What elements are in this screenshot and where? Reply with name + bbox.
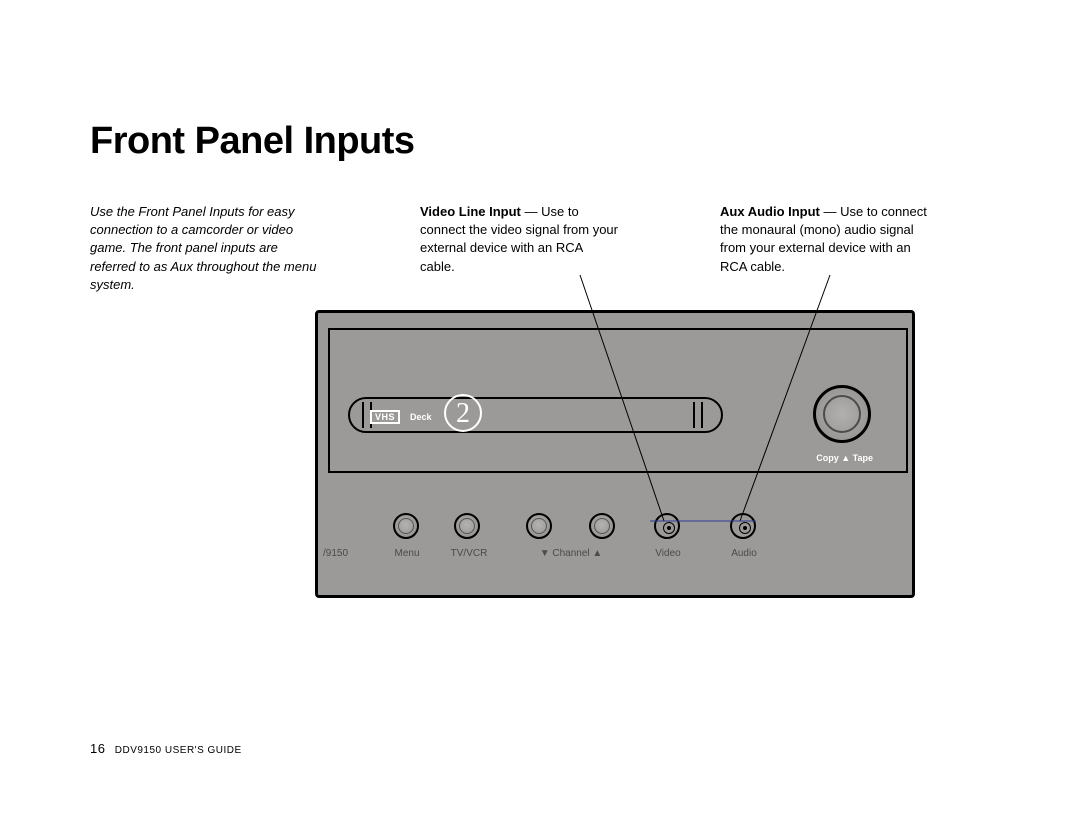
channel-label: ▼ Channel ▲ bbox=[523, 548, 619, 559]
model-number: /9150 bbox=[323, 548, 348, 559]
cassette-slot bbox=[348, 397, 723, 433]
menu-button bbox=[393, 513, 419, 539]
description-columns: Use the Front Panel Inputs for easy conn… bbox=[90, 203, 990, 294]
tv-vcr-label: TV/VCR bbox=[444, 548, 494, 559]
audio-input-jack bbox=[730, 513, 756, 539]
copy-tape-knob bbox=[813, 385, 871, 443]
intro-text: Use the Front Panel Inputs for easy conn… bbox=[90, 203, 320, 294]
video-input-jack bbox=[654, 513, 680, 539]
page-title: Front Panel Inputs bbox=[90, 120, 990, 163]
channel-up-button bbox=[589, 513, 615, 539]
deck-label: Deck bbox=[410, 412, 432, 422]
aux-audio-label: Aux Audio Input bbox=[720, 204, 820, 219]
video-line-desc: Video Line Input — Use to connect the vi… bbox=[420, 203, 620, 294]
audio-jack-label: Audio bbox=[722, 548, 766, 559]
aux-audio-desc: Aux Audio Input — Use to connect the mon… bbox=[720, 203, 940, 294]
tv-vcr-button bbox=[454, 513, 480, 539]
front-panel-diagram: VHS Deck 2 Copy ▲ Tape Menu TV/VCR ▼ Cha… bbox=[315, 310, 1015, 600]
menu-label: Menu bbox=[387, 548, 427, 559]
cassette-area: VHS Deck 2 Copy ▲ Tape bbox=[328, 328, 908, 473]
channel-down-button bbox=[526, 513, 552, 539]
video-line-label: Video Line Input bbox=[420, 204, 521, 219]
doc-title: DDV9150 USER'S GUIDE bbox=[115, 745, 242, 756]
panel-outline: VHS Deck 2 Copy ▲ Tape Menu TV/VCR ▼ Cha… bbox=[315, 310, 915, 598]
copy-tape-label: Copy ▲ Tape bbox=[816, 453, 873, 463]
vhs-badge: VHS bbox=[370, 410, 400, 424]
page-number: 16 bbox=[90, 741, 105, 756]
page-footer: 16 DDV9150 USER'S GUIDE bbox=[90, 741, 242, 756]
deck-number: 2 bbox=[444, 394, 482, 432]
video-jack-label: Video bbox=[646, 548, 690, 559]
